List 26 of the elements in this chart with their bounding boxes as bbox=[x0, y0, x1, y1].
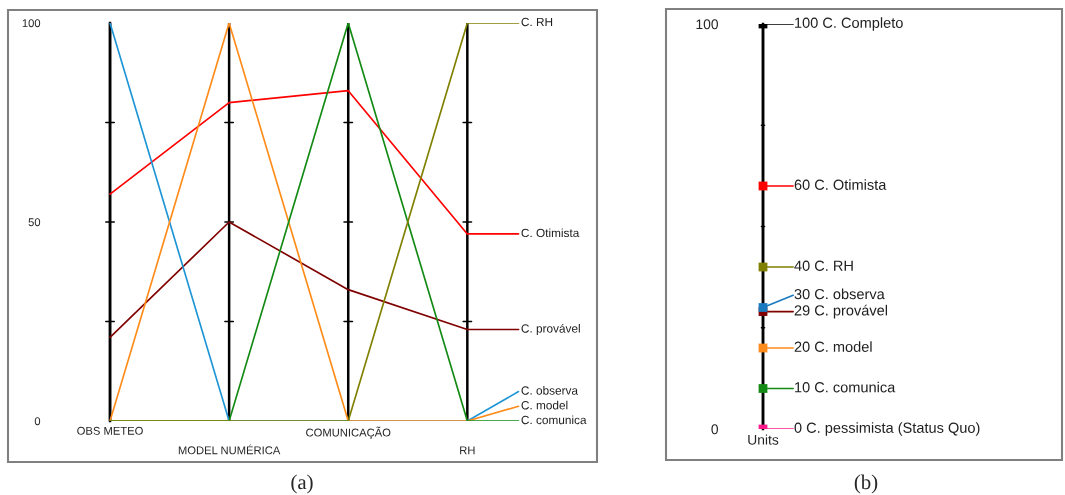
legend-label: 30 C. observa bbox=[794, 288, 885, 300]
text: C. observa bbox=[521, 386, 579, 395]
legend-label: C. RH bbox=[521, 17, 553, 27]
legend-label: C. Otimista bbox=[521, 228, 580, 238]
y-tick-label: 100 bbox=[696, 19, 719, 30]
legend-label: 40 C. RH bbox=[794, 260, 853, 271]
text: (b) bbox=[854, 474, 878, 494]
y-tick-label: 0 bbox=[34, 417, 41, 426]
x-tick-label: Units bbox=[748, 434, 779, 445]
legend-label: 60 C. Otimista bbox=[794, 179, 887, 190]
y-tick-label: 0 bbox=[711, 424, 719, 435]
x-tick-label: RH bbox=[460, 446, 475, 455]
legend-label: C. comunica bbox=[521, 415, 587, 425]
legend-label: 29 C. provável bbox=[794, 304, 888, 319]
x-tick-label: COMUNICAÇÃO bbox=[306, 426, 391, 439]
y-tick-label: 50 bbox=[28, 218, 41, 227]
legend-label: 10 C. comunica bbox=[795, 381, 896, 393]
y-tick-label: 100 bbox=[22, 19, 41, 28]
legend-label: 20 C. model bbox=[794, 341, 872, 352]
x-tick-label: OBS METEO bbox=[77, 426, 143, 435]
legend-label: 100 C. Completo bbox=[795, 17, 903, 31]
legend-label: 0 C. pessimista (Status Quo) bbox=[794, 422, 980, 436]
text: C. model bbox=[521, 400, 568, 410]
text: (a) bbox=[291, 474, 313, 494]
x-tick-label: MODEL NUMÉRICA bbox=[178, 444, 281, 455]
legend-label: C. provável bbox=[521, 323, 580, 336]
